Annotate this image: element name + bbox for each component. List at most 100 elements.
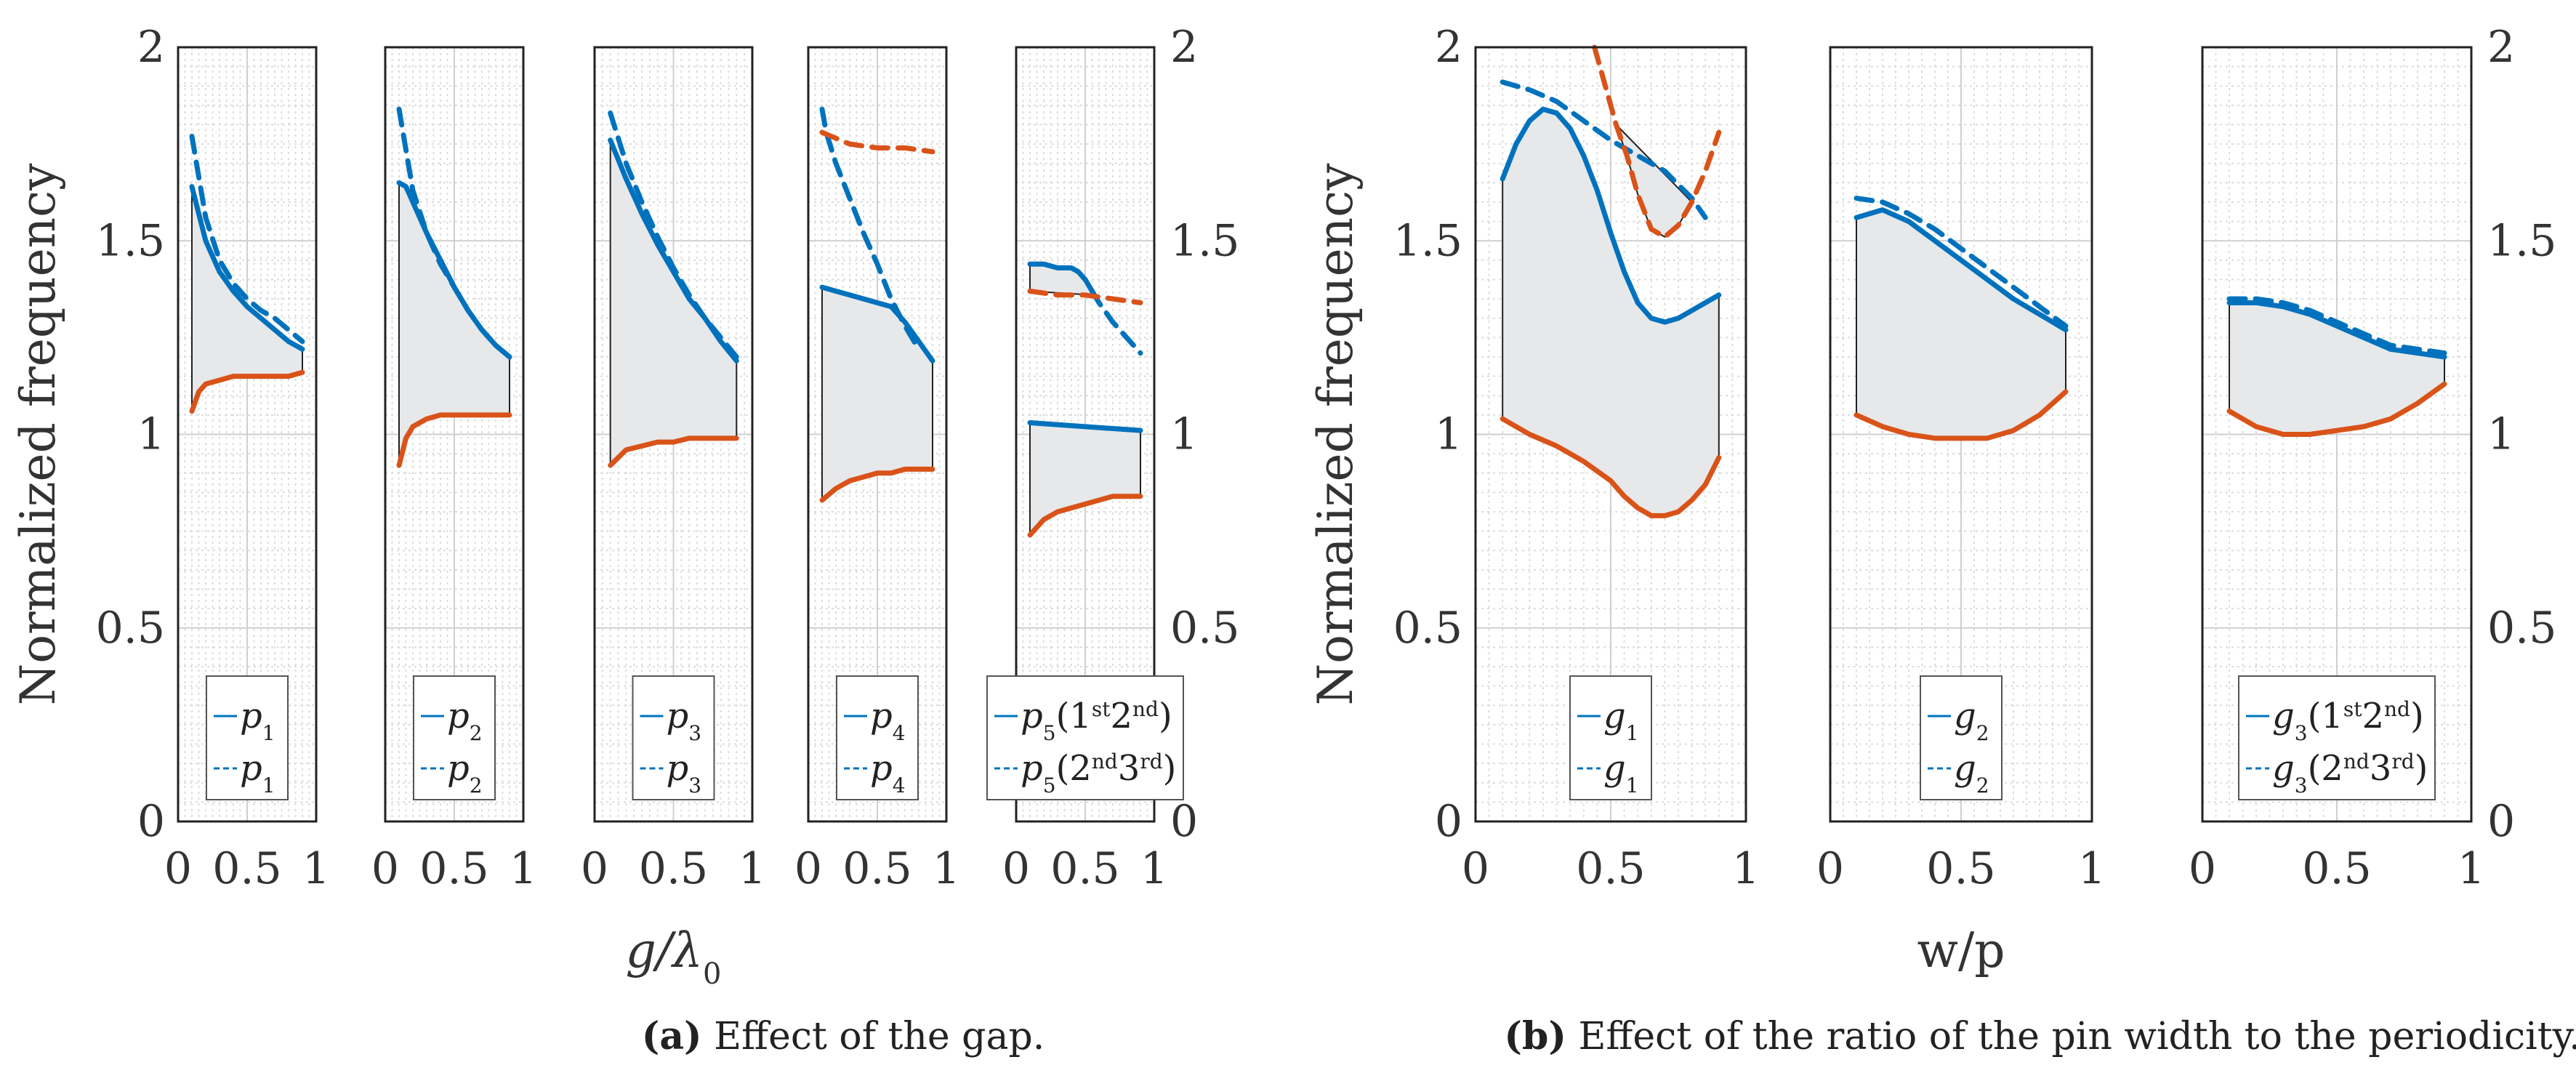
x-tick-label: 0 — [1816, 843, 1844, 894]
axes-box — [1829, 46, 2093, 823]
y-axis-label: Normalized frequency — [10, 163, 66, 706]
y-tick-label: 0 — [1435, 796, 1462, 847]
legend-box — [206, 675, 289, 800]
series-dashed — [189, 133, 305, 345]
axes-box — [807, 46, 948, 823]
x-tick-label: 1 — [302, 843, 330, 894]
series-dashed-orange — [1027, 288, 1143, 305]
legend-box — [986, 675, 1184, 800]
x-tick-label: 0.5 — [419, 843, 488, 894]
axes-box — [1474, 46, 1747, 823]
legend: g3(1st2nd)g3(2nd3rd) — [2238, 675, 2436, 800]
series-lower — [396, 412, 512, 468]
legend: p5(1st2nd)p5(2nd3rd) — [986, 675, 1184, 800]
caption-b-text: Effect of the ratio of the pin width to … — [1566, 1015, 2576, 1058]
y-tick-label: 0 — [137, 796, 165, 847]
y-tick-label: 1 — [1435, 409, 1462, 460]
x-tick-label: 1 — [1140, 843, 1168, 894]
series-lower — [819, 466, 935, 503]
series-upper — [819, 284, 935, 363]
legend-box — [413, 675, 496, 800]
y-tick-label: 1.5 — [2487, 215, 2556, 266]
y-tick-label: 2 — [137, 22, 165, 73]
legend-box — [836, 675, 919, 800]
y-tick-label: 0.5 — [96, 603, 165, 654]
series-lower — [189, 369, 305, 414]
legend-box — [1569, 675, 1652, 800]
legend-entry-label: p3 — [667, 696, 702, 745]
series-dashed — [2226, 296, 2447, 356]
x-tick-label: 0.5 — [212, 843, 281, 894]
y-tick-label: 1.5 — [96, 215, 165, 266]
y-tick-label: 0.5 — [1170, 603, 1239, 654]
axes-box — [593, 46, 754, 823]
x-tick-label: 1 — [2078, 843, 2106, 894]
y-tick-label: 0 — [1170, 796, 1198, 847]
legend-entry-label: g2 — [1954, 696, 1989, 745]
series-upper-2 — [1027, 261, 1095, 294]
legend-entry-label: p1 — [240, 696, 275, 745]
series-upper — [189, 184, 305, 352]
legend-entry-label: g1 — [1603, 748, 1639, 797]
legend-entry-label: p4 — [870, 696, 906, 745]
x-tick-label: 0 — [164, 843, 192, 894]
x-tick-label: 1 — [1732, 843, 1760, 894]
caption-a-label: (a) — [641, 1014, 702, 1058]
x-tick-label: 0 — [1002, 843, 1030, 894]
series-upper — [1500, 106, 1722, 325]
legend-entry-label: p2 — [447, 696, 483, 745]
y-tick-label: 1.5 — [1170, 215, 1239, 266]
x-tick-label: 0 — [2189, 843, 2216, 894]
axes-box — [2201, 46, 2473, 823]
y-tick-label: 2 — [2487, 22, 2515, 73]
x-tick-label: 0 — [371, 843, 399, 894]
caption-a: (a) Effect of the gap. — [642, 1014, 1045, 1058]
series-upper-1 — [1027, 420, 1143, 433]
series-lower — [2226, 381, 2447, 437]
x-tick-label: 0.5 — [842, 843, 911, 894]
legend-entry-label: p3 — [667, 748, 702, 797]
axes-box — [1015, 46, 1156, 823]
x-tick-label: 0.5 — [1050, 843, 1119, 894]
y-tick-label: 0 — [2487, 796, 2515, 847]
y-axis-label: Normalized frequency — [1308, 163, 1364, 706]
legend-entry-label: p1 — [240, 748, 275, 797]
x-tick-label: 0.5 — [1576, 843, 1645, 894]
x-tick-label: 1 — [2458, 843, 2485, 894]
legend-entry-label: p4 — [870, 748, 906, 797]
series-lower-1 — [1027, 494, 1143, 538]
legend-entry-label: g3(2nd3rd) — [2272, 748, 2428, 797]
y-tick-label: 2 — [1435, 22, 1462, 73]
x-tick-label: 1 — [738, 843, 766, 894]
series-upper — [1853, 207, 2069, 333]
y-tick-label: 1 — [2487, 409, 2515, 460]
series-dashed — [608, 110, 739, 360]
x-axis-label: g/λ0 — [626, 923, 722, 991]
series-dashed — [396, 106, 512, 360]
y-tick-label: 1 — [137, 409, 165, 460]
x-tick-label: 0.5 — [639, 843, 708, 894]
legend-box — [632, 675, 715, 800]
series-lower — [1500, 416, 1722, 518]
series-dashed-orange — [1592, 44, 1722, 240]
legend-entry-label: g1 — [1603, 696, 1639, 745]
series-lower — [608, 435, 739, 468]
series-dashed-blue — [1500, 79, 1708, 220]
x-tick-label: 1 — [933, 843, 960, 894]
legend-entry-label: p5(1st2nd) — [1021, 696, 1172, 745]
series-dashed-orange — [819, 129, 935, 155]
